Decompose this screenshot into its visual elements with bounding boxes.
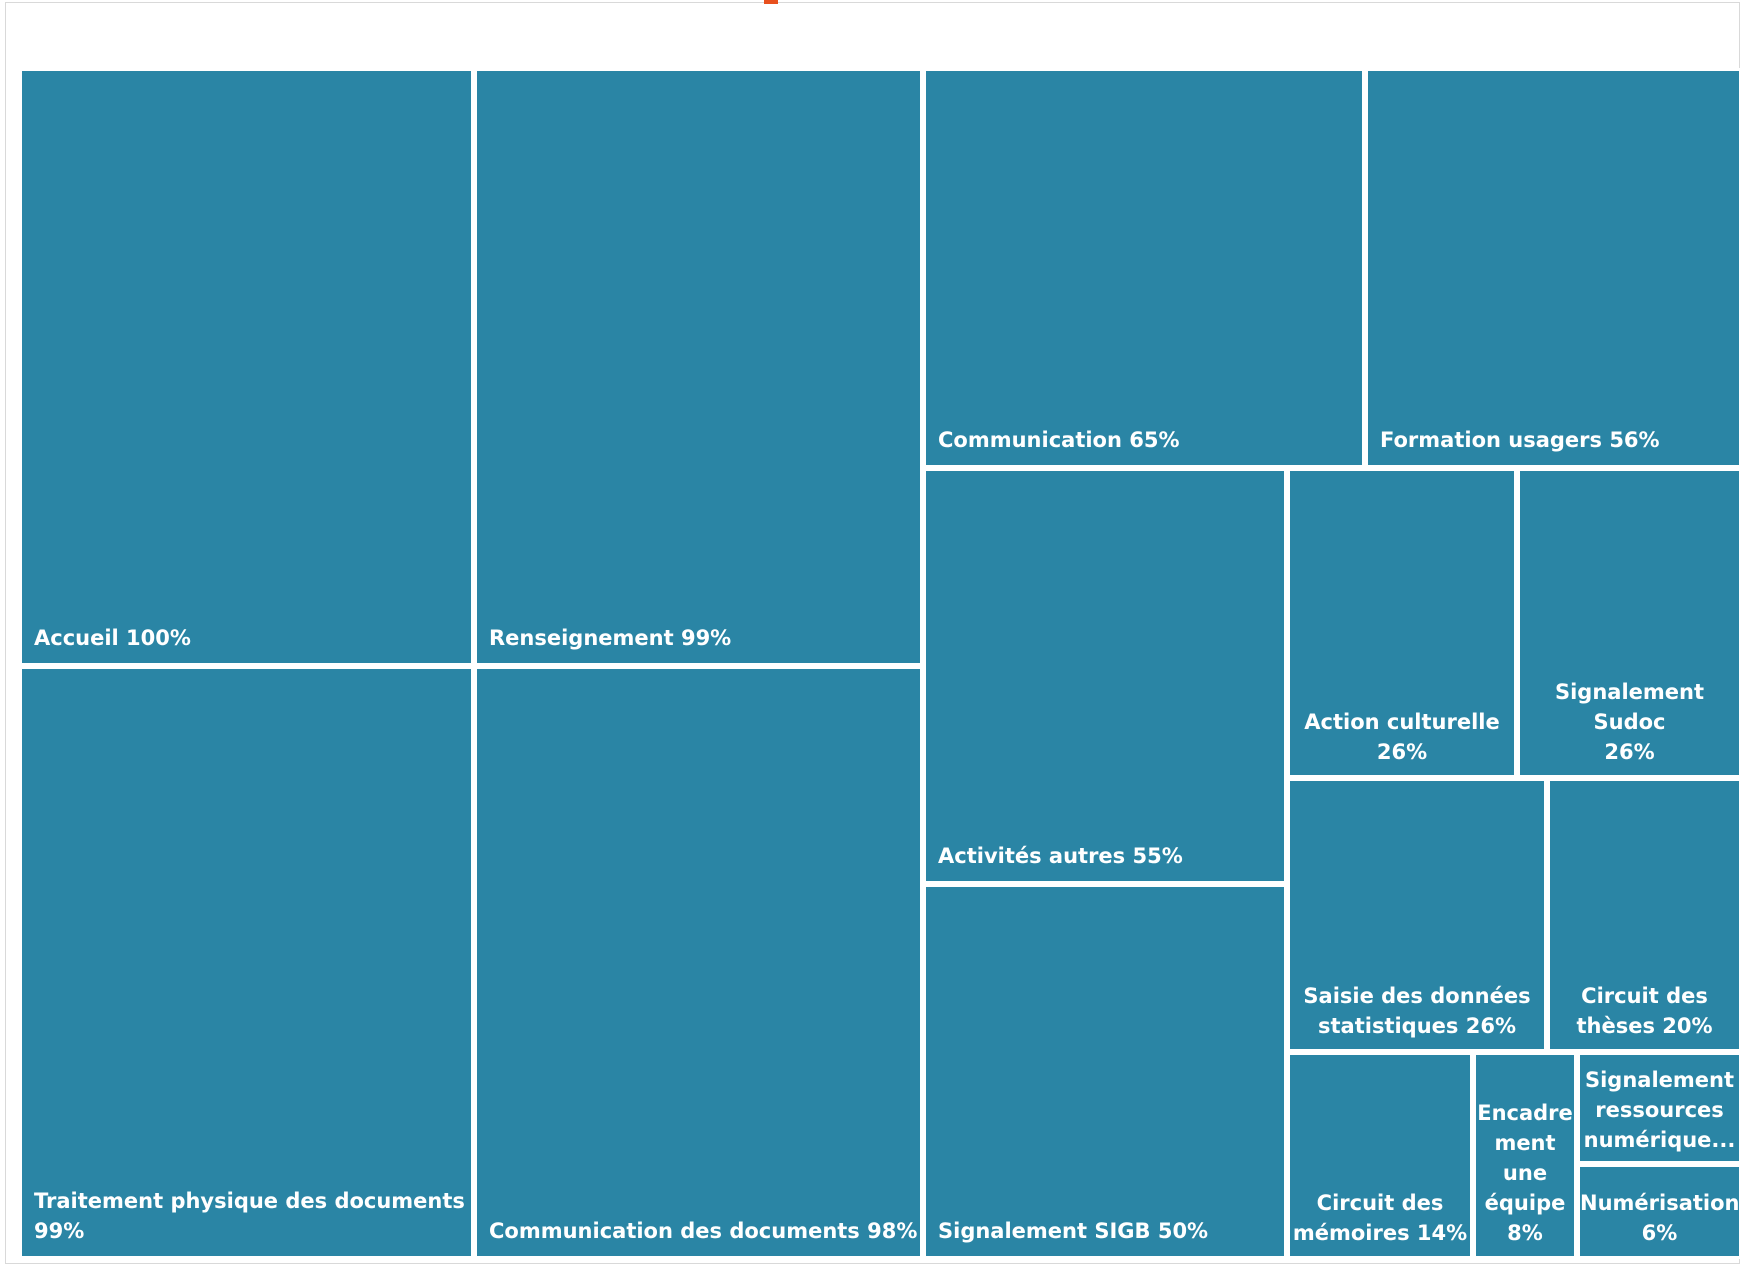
treemap-tile-label: Activités autres 55% xyxy=(938,844,1183,868)
treemap-tile: Signalement ressources numérique... xyxy=(1577,1052,1742,1164)
treemap-tile-label: Numérisation 6% xyxy=(1580,1191,1740,1245)
treemap-tile-label: Communication des documents 98% xyxy=(489,1219,918,1243)
treemap-tile: Signalement Sudoc 26% xyxy=(1517,468,1742,778)
treemap-tile: Saisie des données statistiques 26% xyxy=(1287,778,1547,1052)
treemap-tile: Communication 65% xyxy=(923,68,1365,468)
accent-mark xyxy=(764,0,778,4)
treemap-tile-label: Saisie des données statistiques 26% xyxy=(1303,984,1531,1038)
treemap-tile: Numérisation 6% xyxy=(1577,1164,1742,1259)
treemap-tile-label: Signalement Sudoc 26% xyxy=(1554,680,1705,764)
treemap-tile: Signalement SIGB 50% xyxy=(923,884,1287,1259)
treemap-tile-label: Renseignement 99% xyxy=(489,626,732,650)
treemap-tile: Circuit des thèses 20% xyxy=(1547,778,1742,1052)
treemap-tile-label: Signalement SIGB 50% xyxy=(938,1219,1209,1243)
treemap-tile-label: Circuit des mémoires 14% xyxy=(1292,1191,1468,1245)
treemap-tile-label: Circuit des thèses 20% xyxy=(1576,984,1713,1038)
treemap-tile-label: Traitement physique des documents 99% xyxy=(34,1189,465,1243)
treemap-tile: Circuit des mémoires 14% xyxy=(1287,1052,1473,1259)
treemap-tile: Activités autres 55% xyxy=(923,468,1287,884)
treemap-tile-label: Action culturelle 26% xyxy=(1304,710,1500,764)
treemap-tile: Renseignement 99% xyxy=(474,68,923,666)
treemap-tile: Action culturelle 26% xyxy=(1287,468,1517,778)
treemap-tile: Traitement physique des documents 99% xyxy=(19,666,474,1259)
treemap-tile-label: Communication 65% xyxy=(938,428,1180,452)
treemap-tile-label: Encadre ment une équipe 8% xyxy=(1477,1101,1573,1245)
treemap-tile: Formation usagers 56% xyxy=(1365,68,1742,468)
treemap-tile: Encadre ment une équipe 8% xyxy=(1473,1052,1577,1259)
treemap-tile-label: Accueil 100% xyxy=(34,626,191,650)
treemap-tile: Accueil 100% xyxy=(19,68,474,666)
treemap-tile: Communication des documents 98% xyxy=(474,666,923,1259)
treemap-tile-label: Signalement ressources numérique... xyxy=(1583,1068,1736,1152)
treemap-tile-label: Formation usagers 56% xyxy=(1380,428,1660,452)
